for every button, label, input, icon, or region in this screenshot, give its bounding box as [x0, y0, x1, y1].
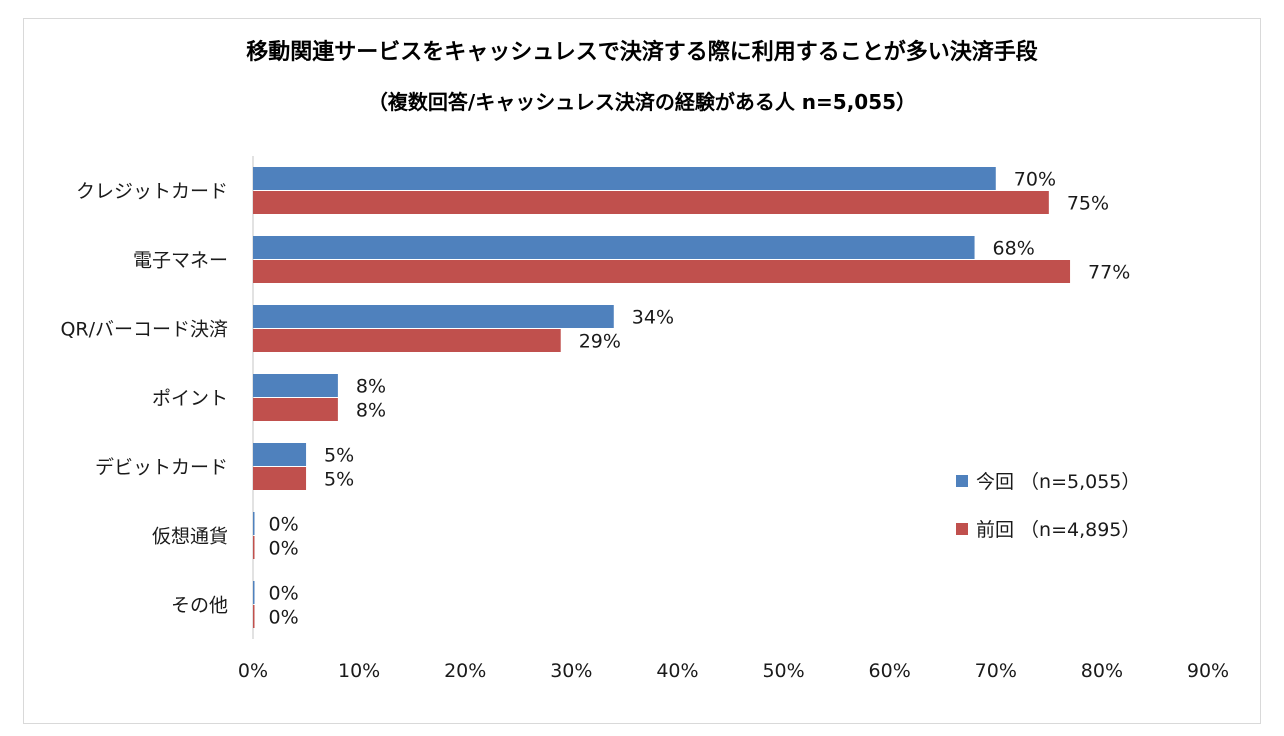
data-label: 29%	[579, 331, 621, 353]
chart-frame	[23, 18, 1261, 724]
data-label: 5%	[324, 469, 354, 491]
data-label: 5%	[324, 445, 354, 467]
bar-current	[253, 236, 975, 259]
data-label: 75%	[1067, 193, 1109, 215]
x-tick-label: 30%	[550, 660, 592, 682]
category-label: 電子マネー	[133, 250, 228, 272]
bar-current	[253, 581, 255, 604]
bar-previous	[253, 260, 1071, 283]
data-label: 8%	[356, 400, 386, 422]
legend-swatch	[956, 475, 968, 487]
category-label: デビットカード	[95, 457, 228, 479]
x-tick-label: 60%	[869, 660, 911, 682]
chart-subtitle: （複数回答/キャッシュレス決済の経験がある人 n=5,055）	[367, 90, 917, 114]
data-label: 70%	[1014, 169, 1056, 191]
legend-swatch	[956, 523, 968, 535]
bar-previous	[253, 329, 561, 352]
bar-current	[253, 167, 996, 190]
x-tick-label: 90%	[1187, 660, 1229, 682]
bar-previous	[253, 605, 255, 628]
data-label: 0%	[269, 607, 299, 629]
bar-current	[253, 443, 307, 466]
bar-previous	[253, 398, 338, 421]
data-label: 34%	[632, 307, 674, 329]
category-label: その他	[171, 595, 228, 617]
x-tick-label: 70%	[975, 660, 1017, 682]
x-tick-label: 50%	[762, 660, 804, 682]
data-label: 0%	[269, 514, 299, 536]
bar-previous	[253, 467, 307, 490]
category-label: ポイント	[152, 388, 228, 410]
legend-label: 今回 （n=5,055）	[976, 471, 1140, 493]
x-tick-label: 40%	[656, 660, 698, 682]
chart-title: 移動関連サービスをキャッシュレスで決済する際に利用することが多い決済手段	[246, 40, 1038, 65]
data-label: 8%	[356, 376, 386, 398]
data-label: 0%	[269, 538, 299, 560]
legend-label: 前回 （n=4,895）	[976, 519, 1140, 541]
bar-current	[253, 374, 338, 397]
x-tick-label: 0%	[238, 660, 268, 682]
bar-previous	[253, 536, 255, 559]
category-label: 仮想通貨	[152, 526, 228, 548]
x-tick-label: 80%	[1081, 660, 1123, 682]
data-label: 0%	[269, 583, 299, 605]
x-tick-label: 20%	[444, 660, 486, 682]
bar-current	[253, 305, 614, 328]
x-tick-label: 10%	[338, 660, 380, 682]
bar-current	[253, 512, 255, 535]
category-label: QR/バーコード決済	[60, 319, 228, 341]
data-label: 68%	[993, 238, 1035, 260]
category-label: クレジットカード	[76, 181, 228, 203]
data-label: 77%	[1088, 262, 1130, 284]
bar-previous	[253, 191, 1049, 214]
